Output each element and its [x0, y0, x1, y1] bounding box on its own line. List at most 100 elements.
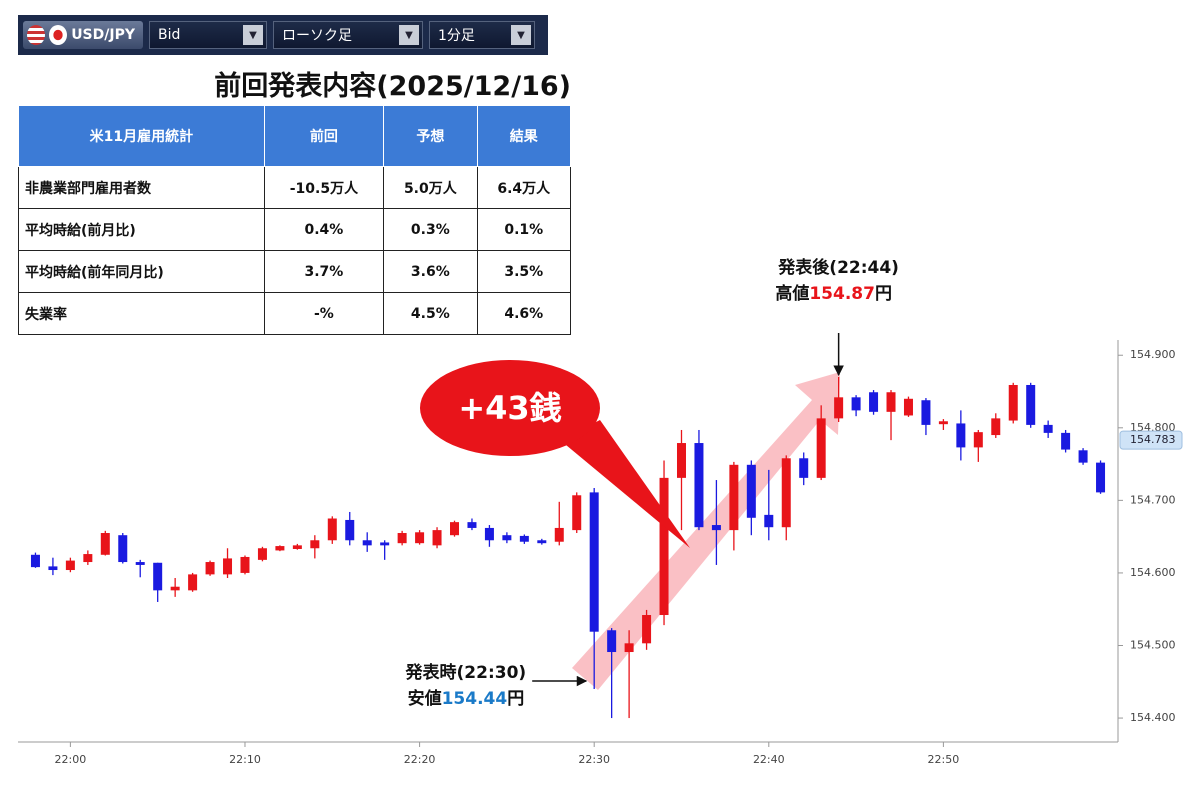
candle-body [903, 398, 913, 416]
price-type-select[interactable]: Bid ▼ [149, 21, 267, 49]
candle-body [519, 535, 529, 542]
y-tick-label: 154.900 [1130, 348, 1176, 361]
table-row: 平均時給(前年同月比) 3.7% 3.6% 3.5% [18, 250, 572, 293]
candle-body [1078, 450, 1088, 463]
table-row: 平均時給(前月比) 0.4% 0.3% 0.1% [18, 208, 572, 251]
x-tick-label: 22:00 [55, 753, 87, 766]
y-tick-label: 154.400 [1130, 711, 1176, 724]
table-cell: 0.4% [263, 208, 385, 251]
candle-body [1043, 424, 1053, 433]
timeframe-label: 1分足 [438, 28, 475, 44]
candle-body [729, 464, 739, 531]
price-type-label: Bid [158, 27, 181, 43]
y-tick-label: 154.600 [1130, 566, 1176, 579]
header-cell: 前回 [263, 105, 385, 167]
callout-tail [560, 420, 690, 548]
candle-body [170, 586, 180, 591]
candle-body [83, 554, 93, 563]
candle-body [345, 519, 355, 541]
candle-body [938, 421, 948, 425]
table-cell: 5.0万人 [383, 166, 478, 209]
candle-body [676, 443, 686, 478]
candle-body [746, 464, 756, 518]
candle-body [554, 527, 564, 542]
table-row: 失業率 -% 4.5% 4.6% [18, 292, 572, 335]
candle-body [65, 560, 75, 571]
candle-body [362, 540, 372, 546]
candle-body [135, 562, 145, 565]
candle-body [991, 418, 1001, 436]
candle-body [973, 432, 983, 448]
table-cell: 0.1% [476, 208, 572, 251]
table-cell: 3.6% [383, 250, 478, 293]
candle-body [502, 535, 512, 541]
candle-body [327, 518, 337, 541]
table-title: 前回発表内容(2025/12/16) [214, 71, 571, 102]
price-value: 154.87 [809, 284, 875, 304]
candle-body [397, 533, 407, 544]
candle-body [153, 562, 163, 591]
candle-body [240, 556, 250, 573]
candle-body [851, 397, 861, 411]
candle-body [659, 477, 669, 616]
x-tick-label: 22:30 [578, 753, 610, 766]
candle-body [1008, 384, 1018, 421]
x-tick-label: 22:20 [404, 753, 436, 766]
table-cell: 非農業部門雇用者数 [18, 166, 265, 209]
chart-style-select[interactable]: ローソク足 ▼ [273, 21, 423, 49]
table-cell: 0.3% [383, 208, 478, 251]
candle-body [624, 643, 634, 653]
callout-text: +43銭 [458, 389, 561, 427]
table-cell: -10.5万人 [263, 166, 385, 209]
candle-body [869, 392, 879, 412]
candle-body [886, 392, 896, 412]
price-prefix: 高値 [775, 283, 809, 304]
last-price-tag [1119, 430, 1183, 450]
candle-body [292, 545, 302, 549]
candle-body [30, 554, 40, 568]
timeframe-select[interactable]: 1分足 ▼ [429, 21, 535, 49]
candle-body [450, 522, 460, 536]
candle-body [572, 495, 582, 531]
stats-table: 米11月雇用統計 前回 予想 結果 非農業部門雇用者数 -10.5万人 5.0万人 6.4万人… [18, 105, 572, 335]
candle-body [188, 574, 198, 591]
table-row: 非農業部門雇用者数 -10.5万人 5.0万人 6.4万人 [18, 166, 572, 209]
move-arrow [572, 372, 840, 690]
candle-body [607, 630, 617, 653]
table-cell: 失業率 [18, 292, 265, 335]
header-cell: 予想 [383, 105, 478, 167]
candle-body [48, 566, 58, 571]
candle-body [467, 522, 477, 528]
header-row: 米11月雇用統計 前回 予想 結果 [18, 105, 572, 167]
candle-body [432, 530, 442, 546]
candle-body [764, 514, 774, 528]
candle-body [781, 458, 791, 528]
candle-body [100, 533, 110, 555]
y-tick-label: 154.800 [1130, 421, 1176, 434]
price-value: 154.44 [442, 689, 508, 709]
callout [420, 360, 600, 456]
table-cell: 3.5% [476, 250, 572, 293]
candle-body [589, 492, 599, 632]
candle-body [484, 527, 494, 541]
pair-label: USD/JPY [71, 27, 135, 43]
toolbar: USD/JPY Bid ▼ ローソク足 ▼ 1分足 ▼ [18, 15, 548, 55]
candle-body [537, 540, 547, 544]
candle-body [223, 558, 233, 575]
pair-button[interactable]: USD/JPY [23, 21, 143, 49]
candle-body [380, 542, 390, 546]
candle-body [956, 423, 966, 448]
table-cell: 平均時給(前年同月比) [18, 250, 265, 293]
candle-body [205, 562, 215, 575]
candle-body [257, 548, 267, 560]
candle-body [415, 532, 425, 544]
candle-body [816, 418, 826, 478]
candle-body [799, 458, 809, 478]
chart-style-label: ローソク足 [282, 28, 352, 44]
x-tick-label: 22:40 [753, 753, 785, 766]
price-suffix: 円 [507, 689, 524, 709]
x-tick-label: 22:50 [928, 753, 960, 766]
y-tick-label: 154.500 [1130, 638, 1176, 651]
